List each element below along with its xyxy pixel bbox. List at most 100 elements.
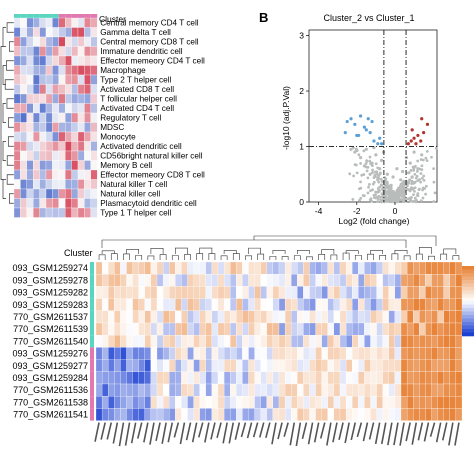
heatmap-cell: [425, 408, 432, 421]
heatmap-cell: [33, 74, 40, 85]
heatmap-cell: [358, 359, 365, 372]
heatmap-cell: [321, 371, 328, 385]
dendrogram-branch: [110, 253, 118, 260]
heatmap-cell: [382, 408, 389, 421]
heatmap-cell: [388, 408, 396, 421]
panel-c-gene-heatmap: Cluster 093_GSM1259274093_GSM1259278093_…: [12, 235, 474, 447]
heatmap-cell: [260, 347, 267, 360]
heatmap-cell: [315, 359, 322, 372]
heatmap-cell: [364, 335, 371, 348]
heatmap-cell: [394, 383, 402, 397]
heatmap-cell: [20, 112, 27, 123]
heatmap-cell: [425, 286, 432, 299]
heatmap-cell: [297, 261, 304, 275]
dendrogram-branch: [2, 27, 6, 47]
heatmap-cell: [58, 55, 66, 66]
heatmap-cell: [162, 261, 170, 275]
heatmap-cell: [181, 383, 188, 397]
heatmap-cell: [52, 112, 59, 123]
heatmap-cell: [333, 310, 341, 324]
heatmap-cell: [199, 347, 206, 360]
column-label: [411, 422, 418, 445]
point-ns: [416, 179, 420, 183]
point-ns: [412, 150, 416, 154]
heatmap-cell: [370, 359, 377, 372]
heatmap-cell: [26, 84, 34, 95]
heatmap-cell: [327, 359, 335, 372]
heatmap-cell: [13, 112, 21, 123]
heatmap-cell: [455, 322, 463, 336]
heatmap-cell: [65, 188, 72, 199]
heatmap-cell: [138, 396, 145, 409]
heatmap-cell: [437, 408, 444, 421]
heatmap-cell: [26, 46, 34, 57]
row-label: CD56bright natural killer cell: [100, 151, 203, 160]
point-ns: [434, 146, 438, 150]
heatmap-cell: [303, 371, 310, 385]
heatmap-cell: [413, 274, 420, 287]
heatmap-cell: [358, 347, 365, 360]
heatmap-cell: [45, 17, 53, 28]
heatmap-cell: [339, 383, 347, 397]
heatmap-cell: [33, 55, 40, 66]
heatmap-cell: [205, 261, 213, 275]
heatmap-cell: [199, 274, 206, 287]
heatmap-cell: [443, 261, 450, 275]
heatmap-cell: [242, 335, 249, 348]
heatmap-cell: [26, 122, 34, 133]
heatmap-cell: [58, 122, 66, 133]
point-ns: [376, 197, 380, 201]
heatmap-cell: [162, 408, 170, 421]
dendrogram-branch: [6, 98, 14, 109]
heatmap-cell: [394, 396, 402, 409]
point-ns: [414, 164, 417, 168]
column-label: [155, 422, 161, 442]
heatmap-cell: [26, 93, 34, 104]
heatmap-cell: [291, 408, 298, 421]
column-label: [228, 422, 235, 444]
dendrogram-branch: [4, 79, 14, 90]
heatmap-cell: [352, 383, 359, 397]
point-ns: [374, 153, 378, 157]
row-label: 093_GSM1259274: [12, 263, 88, 273]
heatmap-cell: [406, 371, 414, 385]
heatmap-cell: [406, 408, 414, 421]
heatmap-cell: [278, 322, 286, 336]
heatmap-cell: [58, 198, 66, 209]
heatmap-cell: [138, 286, 145, 299]
heatmap-cell: [58, 103, 66, 114]
heatmap-cell: [162, 383, 170, 397]
heatmap-cell: [71, 150, 79, 161]
heatmap-cell: [114, 371, 121, 385]
heatmap-cell: [242, 274, 249, 287]
heatmap-cell: [333, 347, 341, 360]
point-ns: [352, 174, 356, 178]
heatmap-cell: [321, 286, 328, 299]
heatmap-cell: [352, 347, 359, 360]
heatmap-cell: [431, 322, 438, 336]
heatmap-cell: [211, 322, 219, 336]
column-label: [197, 422, 204, 438]
row-label: T follicular helper cell: [100, 94, 177, 103]
row-label: 770_GSM2611540: [13, 336, 88, 346]
heatmap-cell: [278, 274, 286, 287]
heatmap-cell: [419, 396, 426, 409]
heatmap-cell: [242, 383, 249, 397]
threshold-lines: [309, 30, 437, 202]
heatmap-cell: [272, 383, 280, 397]
heatmap-cell: [20, 65, 27, 76]
heatmap-cell: [39, 150, 47, 161]
heatmap-cell: [33, 188, 40, 199]
heatmap-cell: [13, 179, 21, 190]
column-label: [118, 422, 125, 447]
heatmap-cell: [291, 286, 298, 299]
heatmap-cell: [126, 310, 133, 324]
point-down: [353, 122, 357, 126]
heatmap-cell: [150, 359, 158, 372]
cluster-bar-cell: [52, 14, 59, 18]
heatmap-cell: [297, 274, 304, 287]
heatmap-cell: [26, 198, 34, 209]
heatmap-cell: [205, 310, 213, 324]
heatmap-cell: [272, 261, 280, 275]
heatmap-cell: [211, 298, 219, 311]
